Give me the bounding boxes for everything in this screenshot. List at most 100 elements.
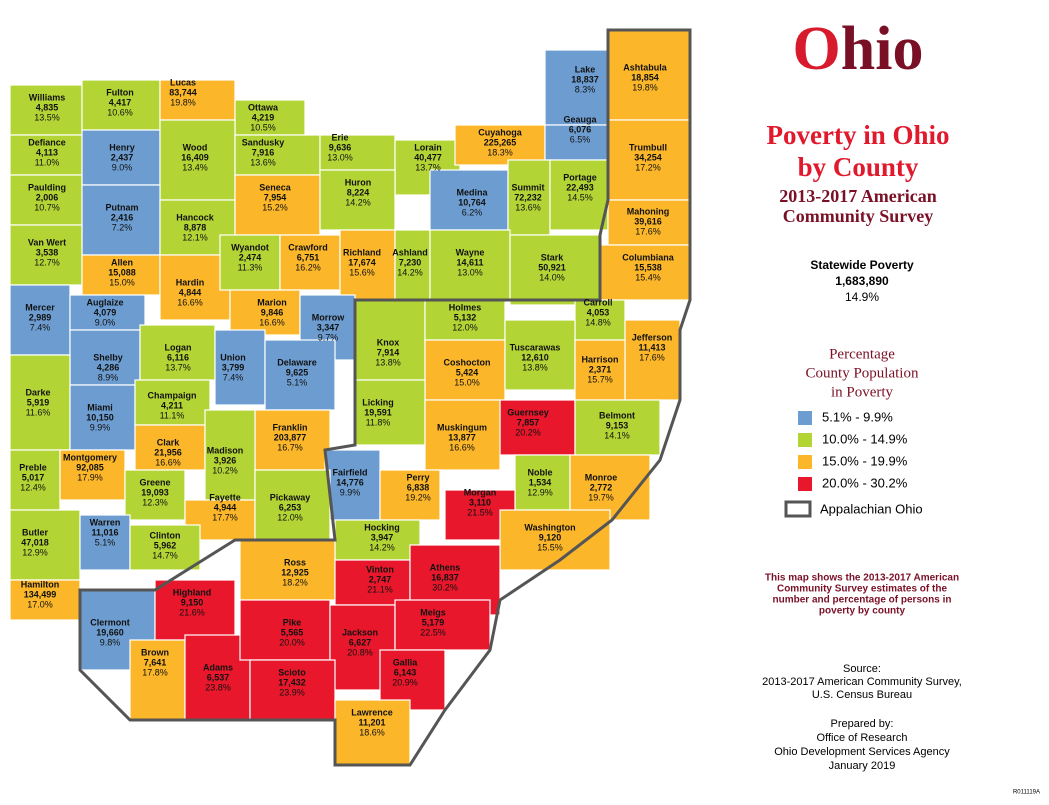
county [204,409,256,501]
county-poverty: 12,610 [521,352,549,362]
outline-label: Appalachian Ohio [820,501,923,516]
county [514,454,571,511]
county-name: Logan [165,342,192,352]
county-poverty: 5,565 [281,627,304,637]
county-percent: 12.0% [277,512,303,522]
source: Source: [843,663,881,675]
county-name: Marion [257,297,287,307]
county-percent: 10.2% [212,465,238,475]
county [334,699,411,766]
county-poverty: 16,409 [181,152,209,162]
county-name: Erie [331,132,348,142]
county-percent: 18.6% [359,727,385,737]
county-percent: 7.4% [30,322,51,332]
county-poverty: 2,371 [589,364,612,374]
county-poverty: 40,477 [414,152,442,162]
county [504,319,576,391]
county-name: Washington [524,522,575,532]
county-poverty: 47,018 [21,537,49,547]
title: by County [798,152,919,182]
county-name: Hamilton [21,579,60,589]
county-name: Columbiana [622,252,674,262]
county-name: Fayette [209,492,241,502]
county [607,119,691,201]
county [544,49,609,126]
county-name: Medina [456,187,488,197]
county-percent: 12.1% [182,232,208,242]
county-percent: 11.8% [366,417,391,427]
legend-swatch [798,433,812,447]
county-poverty: 5,132 [454,312,477,322]
county [69,294,146,331]
county [154,579,236,641]
county-percent: 15.2% [262,202,288,212]
county-poverty: 8,224 [347,187,370,197]
note: This map shows the 2013-2017 American [765,573,959,584]
county-poverty: 18,837 [571,74,599,84]
county-name: Monroe [585,472,618,482]
county-name: Miami [87,402,113,412]
county-percent: 6.5% [570,134,591,144]
county [599,244,691,301]
county-name: Madison [207,445,244,455]
county-name: Jefferson [632,332,673,342]
county-name: Clermont [90,617,130,627]
county-percent: 18.3% [487,147,513,157]
county [624,319,681,401]
county-poverty: 17,432 [278,677,306,687]
county-name: Lawrence [351,707,393,717]
logo-rest: hio [841,15,924,83]
county-name: Butler [22,527,49,537]
county-name: Cuyahoga [478,127,523,137]
county-percent: 16.6% [449,442,475,452]
county-name: Clark [157,437,181,447]
county [184,634,251,721]
county-percent: 13.6% [250,157,276,167]
prepared-by: Prepared by: [831,718,894,730]
county-name: Darke [25,387,50,397]
county-poverty: 4,944 [214,502,237,512]
county [424,339,506,401]
county-name: Hardin [176,277,205,287]
county-name: Adams [203,662,233,672]
county-percent: 16.2% [295,262,321,272]
county-poverty: 13,877 [448,432,476,442]
county-name: Perry [406,472,429,482]
county-poverty: 15,088 [108,267,136,277]
prepared-by: Office of Research [817,732,908,744]
county-percent: 12.9% [527,487,553,497]
county-percent: 21.5% [467,507,493,517]
county-poverty: 3,926 [214,455,237,465]
county-name: Lake [575,64,596,74]
county-name: Coshocton [444,357,491,367]
county [549,159,609,231]
county-name: Gallia [393,657,419,667]
county-name: Portage [563,172,597,182]
county [239,539,336,601]
county-name: Geauga [563,114,597,124]
county [499,399,576,456]
county-poverty: 7,641 [144,657,167,667]
county-poverty: 2,474 [239,252,262,262]
county [184,499,256,541]
county-poverty: 10,150 [86,412,114,422]
county-percent: 7.2% [112,222,133,232]
county-poverty: 17,674 [348,257,376,267]
county-percent: 20.2% [515,427,541,437]
county-name: Champaign [147,390,196,400]
county-poverty: 9,150 [181,597,204,607]
county-poverty: 2,437 [111,152,134,162]
county-percent: 13.8% [375,357,401,367]
county-poverty: 5,179 [422,617,445,627]
county-name: Ashland [392,247,428,257]
county-percent: 13.4% [182,162,208,172]
legend-swatch [798,455,812,469]
county-poverty: 39,616 [634,216,662,226]
county-poverty: 6,751 [297,252,320,262]
county-percent: 14.0% [539,272,565,282]
county-name: Highland [173,587,212,597]
county-poverty: 9,846 [261,307,284,317]
county-percent: 23.8% [205,682,231,692]
county-percent: 10.7% [34,202,60,212]
